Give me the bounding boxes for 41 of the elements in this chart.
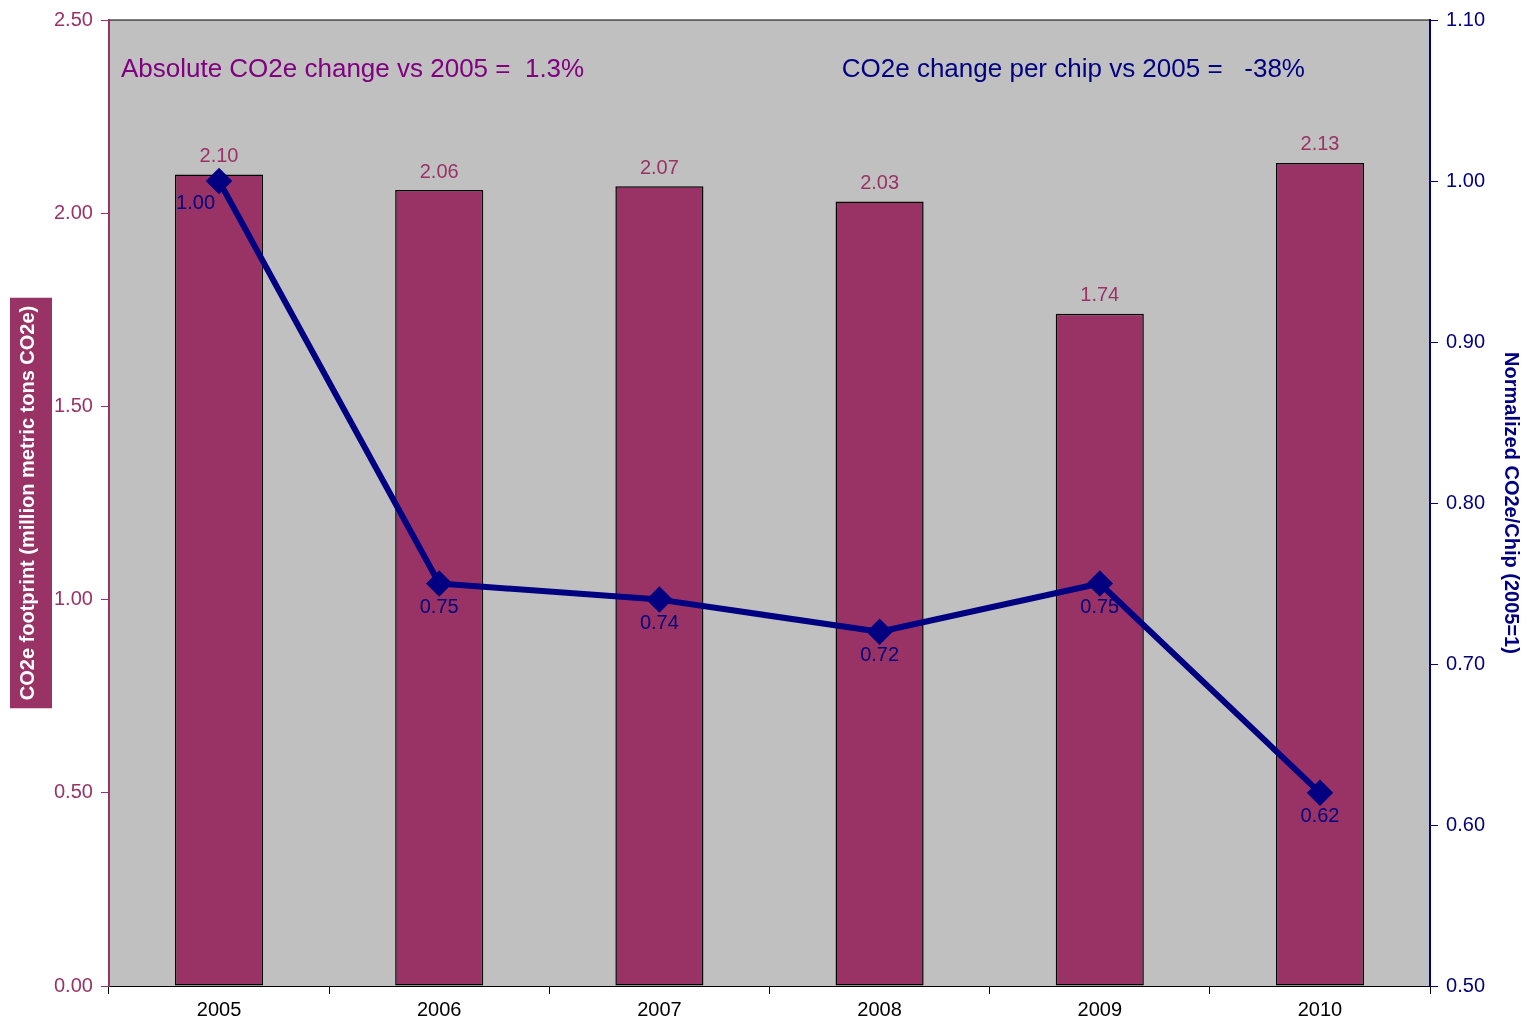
annotation: CO2e change per chip vs 2005 = -38% xyxy=(841,53,1305,84)
y-tick-label: 0.00 xyxy=(53,973,93,996)
x-tick-label: 2009 xyxy=(1077,997,1123,1020)
y2-tick-label: 0.80 xyxy=(1446,490,1486,513)
x-tick-label: 2007 xyxy=(637,997,682,1020)
point xyxy=(867,619,892,644)
y-tick-label: 2.00 xyxy=(53,200,93,223)
y-tick-label: 0.50 xyxy=(53,780,93,803)
data-label: 1.74 xyxy=(1080,283,1120,306)
data-label: 2.10 xyxy=(199,144,239,167)
data-label: 0.62 xyxy=(1300,804,1340,827)
y2-tick-label: 0.90 xyxy=(1446,329,1486,352)
y2-axis-title: Normalized CO2e/Chip (2005=1) xyxy=(1501,352,1524,654)
point xyxy=(1307,780,1332,805)
data-label: 1.00 xyxy=(176,190,216,213)
data-label: 2.03 xyxy=(860,171,900,194)
y-axis-title: CO2e footprint (million metric tons CO2e) xyxy=(15,305,38,701)
data-label: 2.07 xyxy=(639,155,679,178)
point xyxy=(647,587,672,612)
y2-tick-label: 0.60 xyxy=(1446,812,1486,835)
x-tick-label: 2006 xyxy=(416,997,462,1020)
point xyxy=(427,571,452,596)
x-tick-label: 2005 xyxy=(196,997,242,1020)
point xyxy=(1087,571,1112,596)
data-label: 2.06 xyxy=(419,159,459,182)
x-tick-label: 2008 xyxy=(857,997,902,1020)
y2-tick-label: 0.70 xyxy=(1446,651,1486,674)
y-tick-label: 1.00 xyxy=(53,587,93,610)
data-label: 0.75 xyxy=(419,595,459,618)
data-label: 0.72 xyxy=(860,643,900,666)
data-label: 0.74 xyxy=(639,611,679,634)
x-tick-label: 2010 xyxy=(1297,997,1343,1020)
data-label: 2.13 xyxy=(1300,132,1340,155)
y-tick-label: 2.50 xyxy=(53,7,93,30)
y2-tick-label: 1.00 xyxy=(1446,168,1486,191)
data-label: 0.75 xyxy=(1080,595,1120,618)
y2-tick-label: 1.10 xyxy=(1446,7,1486,30)
annotation: Absolute CO2e change vs 2005 = 1.3% xyxy=(120,53,585,84)
point xyxy=(207,169,232,193)
y-tick-label: 1.50 xyxy=(53,393,93,416)
y2-tick-label: 0.50 xyxy=(1446,973,1486,996)
